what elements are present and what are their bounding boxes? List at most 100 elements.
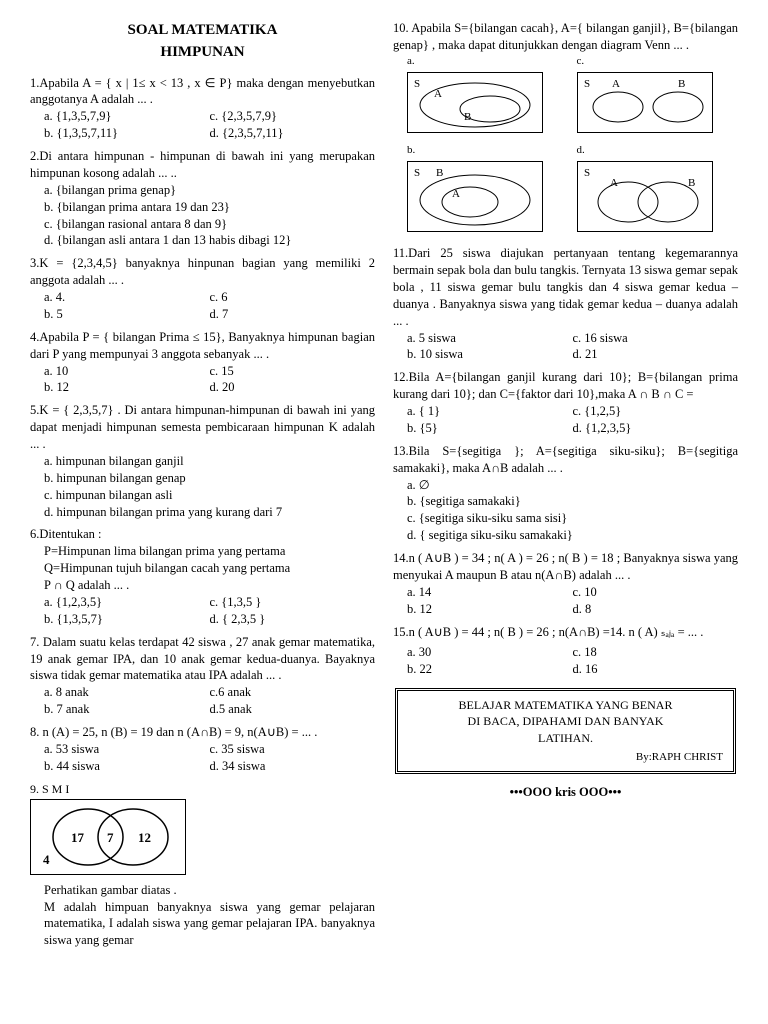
q10-venn-b: S B A <box>407 161 543 232</box>
q4-b: b. 12 <box>44 379 210 396</box>
svg-text:B: B <box>678 78 685 90</box>
q5-b: b. himpunan bilangan genap <box>44 470 375 487</box>
right-column: 10. Apabila S={bilangan cacah}, A={ bila… <box>393 20 738 1004</box>
question-11: 11.Dari 25 siswa diajukan pertanyaan ten… <box>393 245 738 363</box>
left-column: SOAL MATEMATIKA HIMPUNAN 1.Apabila A = {… <box>30 20 375 1004</box>
q10-text: 10. Apabila S={bilangan cacah}, A={ bila… <box>393 20 738 54</box>
note-line3: LATIHAN. <box>408 730 723 746</box>
question-2: 2.Di antara himpunan - himpunan di bawah… <box>30 148 375 249</box>
q6-c: c. {1,3,5 } <box>210 594 376 611</box>
q9-desc: M adalah himpuan banyaknya siswa yang ge… <box>30 899 375 950</box>
footer-mark: •••OOO kris OOO••• <box>393 784 738 801</box>
question-7: 7. Dalam suatu kelas terdapat 42 siswa ,… <box>30 634 375 718</box>
q7-a: a. 8 anak <box>44 684 210 701</box>
q11-c: c. 16 siswa <box>573 330 739 347</box>
q8-d: d. 34 siswa <box>210 758 376 775</box>
doc-subtitle: HIMPUNAN <box>30 42 375 62</box>
q14-b: b. 12 <box>407 601 573 618</box>
q5-a: a. himpunan bilangan ganjil <box>44 453 375 470</box>
q2-d: d. {bilangan asli antara 1 dan 13 habis … <box>44 232 375 249</box>
q11-text: 11.Dari 25 siswa diajukan pertanyaan ten… <box>393 245 738 329</box>
q2-a: a. {bilangan prima genap} <box>44 182 375 199</box>
q12-b: b. {5} <box>407 420 573 437</box>
q10-venn-c: S A B <box>577 72 713 133</box>
q12-text: 12.Bila A={bilangan ganjil kurang dari 1… <box>393 369 738 403</box>
question-3: 3.K = {2,3,4,5} banyaknya hinpunan bagia… <box>30 255 375 323</box>
q3-c: c. 6 <box>210 289 376 306</box>
note-by: By:RAPH CHRIST <box>408 750 723 765</box>
q4-a: a. 10 <box>44 363 210 380</box>
q10-venn-a: S A B <box>407 72 543 133</box>
q6-p: P=Himpunan lima bilangan prima yang pert… <box>44 543 375 560</box>
q6-d: d. { 2,3,5 } <box>210 611 376 628</box>
q3-b: b. 5 <box>44 306 210 323</box>
q14-d: d. 8 <box>573 601 739 618</box>
q1-a: a. {1,3,5,7,9} <box>44 108 210 125</box>
svg-text:B: B <box>436 167 443 179</box>
q6-text: 6.Ditentukan : <box>30 526 375 543</box>
q11-d: d. 21 <box>573 346 739 363</box>
svg-text:S: S <box>414 167 420 179</box>
question-12: 12.Bila A={bilangan ganjil kurang dari 1… <box>393 369 738 437</box>
q6-a: a. {1,2,3,5} <box>44 594 210 611</box>
q10-lb: b. <box>407 143 569 158</box>
q15-a: a. 30 <box>407 644 573 661</box>
q10-la: a. <box>407 54 569 69</box>
svg-text:A: A <box>452 188 460 200</box>
q7-c: c.6 anak <box>210 684 376 701</box>
study-note-box: BELAJAR MATEMATIKA YANG BENAR DI BACA, D… <box>395 688 736 773</box>
q15-text: 15.n ( A∪B ) = 44 ; n( B ) = 26 ; n(A∩B)… <box>393 624 738 641</box>
q9-venn-diagram: 4 17 7 12 <box>30 799 186 875</box>
svg-text:S: S <box>414 78 420 90</box>
q12-d: d. {1,2,3,5} <box>573 420 739 437</box>
q13-d: d. { segitiga siku-siku samakaki} <box>407 527 738 544</box>
q7-b: b. 7 anak <box>44 701 210 718</box>
doc-title: SOAL MATEMATIKA <box>30 20 375 40</box>
q11-b: b. 10 siswa <box>407 346 573 363</box>
q15-d: d. 16 <box>573 661 739 678</box>
question-9: 9. S M I 4 17 7 12 Perhatikan gambar dia… <box>30 781 375 950</box>
question-6: 6.Ditentukan : P=Himpunan lima bilangan … <box>30 526 375 627</box>
q7-text: 7. Dalam suatu kelas terdapat 42 siswa ,… <box>30 634 375 685</box>
q8-c: c. 35 siswa <box>210 741 376 758</box>
q13-text: 13.Bila S={segitiga }; A={segitiga siku-… <box>393 443 738 477</box>
q7-d: d.5 anak <box>210 701 376 718</box>
q13-b: b. {segitiga samakaki} <box>407 493 738 510</box>
q6-b: b. {1,3,5,7} <box>44 611 210 628</box>
q14-c: c. 10 <box>573 584 739 601</box>
q1-c: c. {2,3,5,7,9} <box>210 108 376 125</box>
q12-c: c. {1,2,5} <box>573 403 739 420</box>
question-10: 10. Apabila S={bilangan cacah}, A={ bila… <box>393 20 738 239</box>
q11-a: a. 5 siswa <box>407 330 573 347</box>
q5-text: 5.K = { 2,3,5,7} . Di antara himpunan-hi… <box>30 402 375 453</box>
q5-c: c. himpunan bilangan asli <box>44 487 375 504</box>
q14-a: a. 14 <box>407 584 573 601</box>
q9-right: 12 <box>138 830 151 845</box>
q13-c: c. {segitiga siku-siku sama sisi} <box>407 510 738 527</box>
q9-label: 9. S M I <box>30 781 194 797</box>
q3-a: a. 4. <box>44 289 210 306</box>
q8-a: a. 53 siswa <box>44 741 210 758</box>
q10-ld: d. <box>577 143 739 158</box>
q4-text: 4.Apabila P = { bilangan Prima ≤ 15}, Ba… <box>30 329 375 363</box>
q10-venn-d: S A B <box>577 161 713 232</box>
q14-text: 14.n ( A∪B ) = 34 ; n( A ) = 26 ; n( B )… <box>393 550 738 584</box>
q9-left: 17 <box>71 830 85 845</box>
q9-below: Perhatikan gambar diatas . <box>30 882 375 899</box>
q5-d: d. himpunan bilangan prima yang kurang d… <box>44 504 375 521</box>
q1-text: 1.Apabila A = { x | 1≤ x < 13 , x ∈ P} m… <box>30 75 375 109</box>
question-13: 13.Bila S={segitiga }; A={segitiga siku-… <box>393 443 738 544</box>
q1-d: d. {2,3,5,7,11} <box>210 125 376 142</box>
q2-c: c. {bilangan rasional antara 8 dan 9} <box>44 216 375 233</box>
q3-d: d. 7 <box>210 306 376 323</box>
question-1: 1.Apabila A = { x | 1≤ x < 13 , x ∈ P} m… <box>30 75 375 143</box>
q15-b: b. 22 <box>407 661 573 678</box>
question-5: 5.K = { 2,3,5,7} . Di antara himpunan-hi… <box>30 402 375 520</box>
q2-b: b. {bilangan prima antara 19 dan 23} <box>44 199 375 216</box>
svg-text:A: A <box>434 88 442 100</box>
question-4: 4.Apabila P = { bilangan Prima ≤ 15}, Ba… <box>30 329 375 397</box>
q4-c: c. 15 <box>210 363 376 380</box>
q3-text: 3.K = {2,3,4,5} banyaknya hinpunan bagia… <box>30 255 375 289</box>
q15-c: c. 18 <box>573 644 739 661</box>
q4-d: d. 20 <box>210 379 376 396</box>
